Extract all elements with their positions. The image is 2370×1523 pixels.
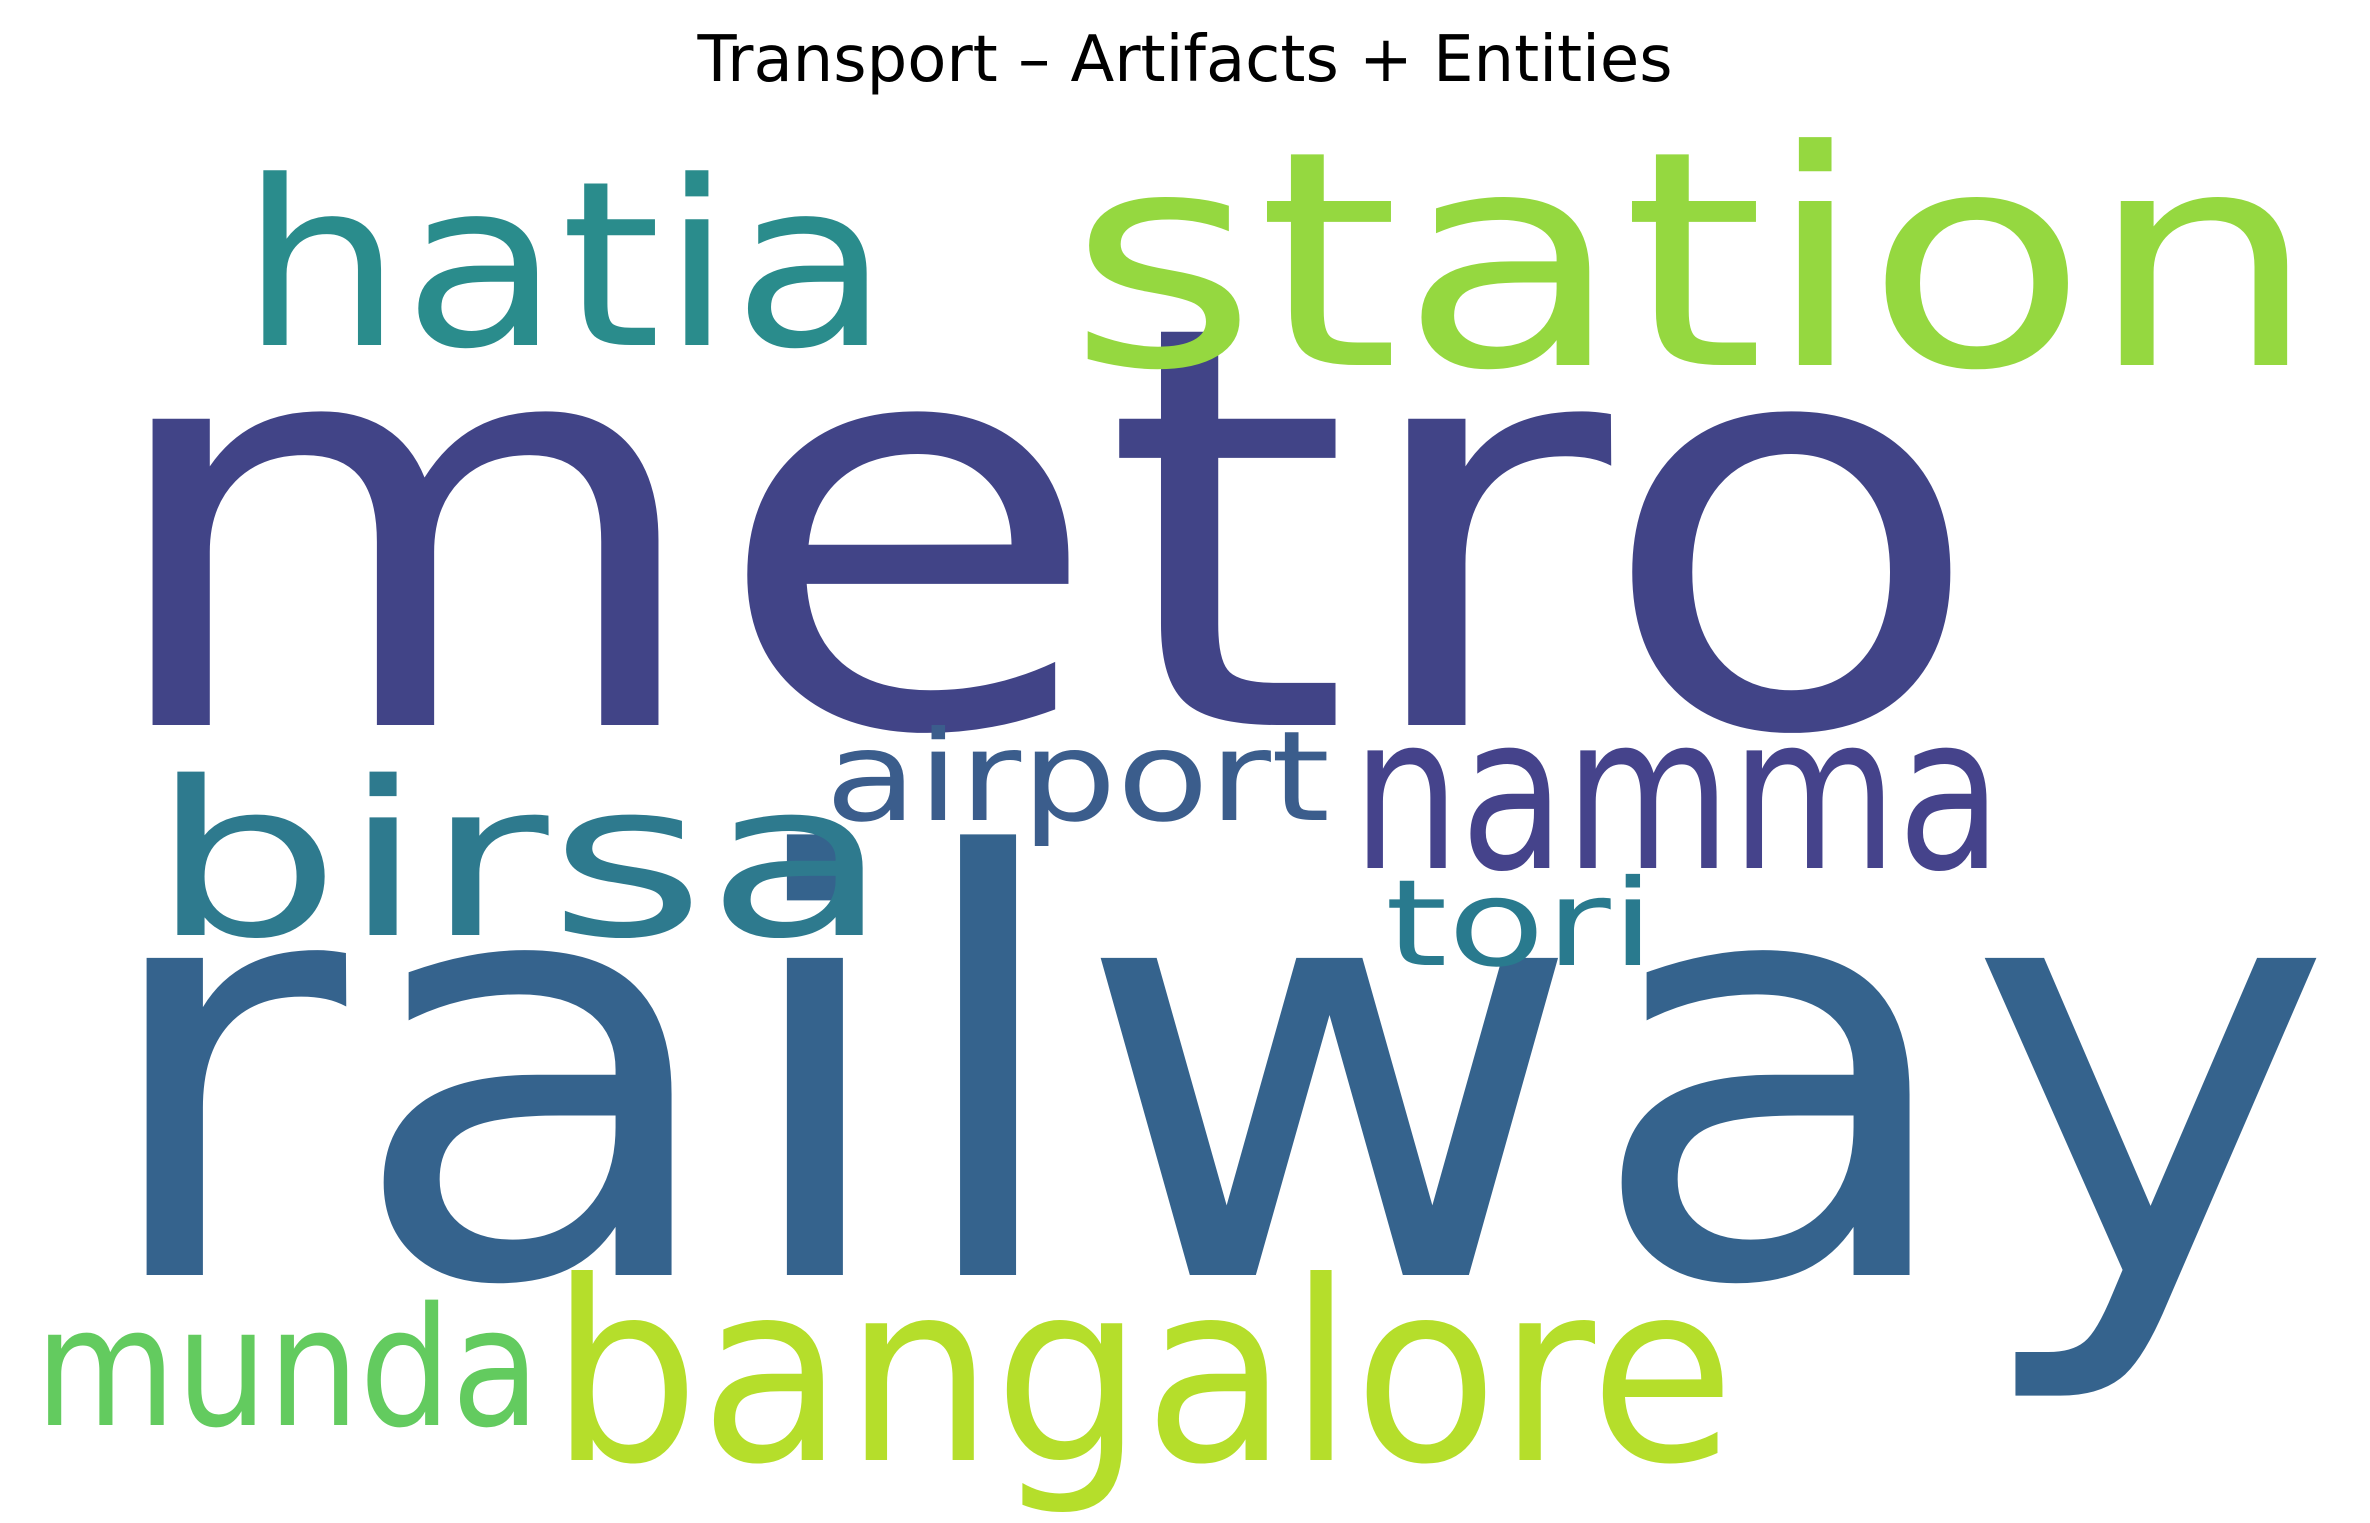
word-hatia: hatia	[240, 133, 890, 400]
word-bangalore: bangalore	[550, 1228, 1735, 1519]
word-namma: namma	[1352, 668, 2002, 919]
word-tori: tori	[1385, 855, 1655, 994]
word-airport: airport	[825, 705, 1330, 850]
word-munda: munda	[35, 1272, 540, 1464]
word-station: station	[1068, 87, 2318, 436]
word-birsa: birsa	[150, 735, 890, 986]
chart-title: Transport – Artifacts + Entities	[697, 23, 1673, 97]
word-railway: railway	[90, 737, 2335, 1412]
word-metro: metro	[95, 206, 1985, 858]
